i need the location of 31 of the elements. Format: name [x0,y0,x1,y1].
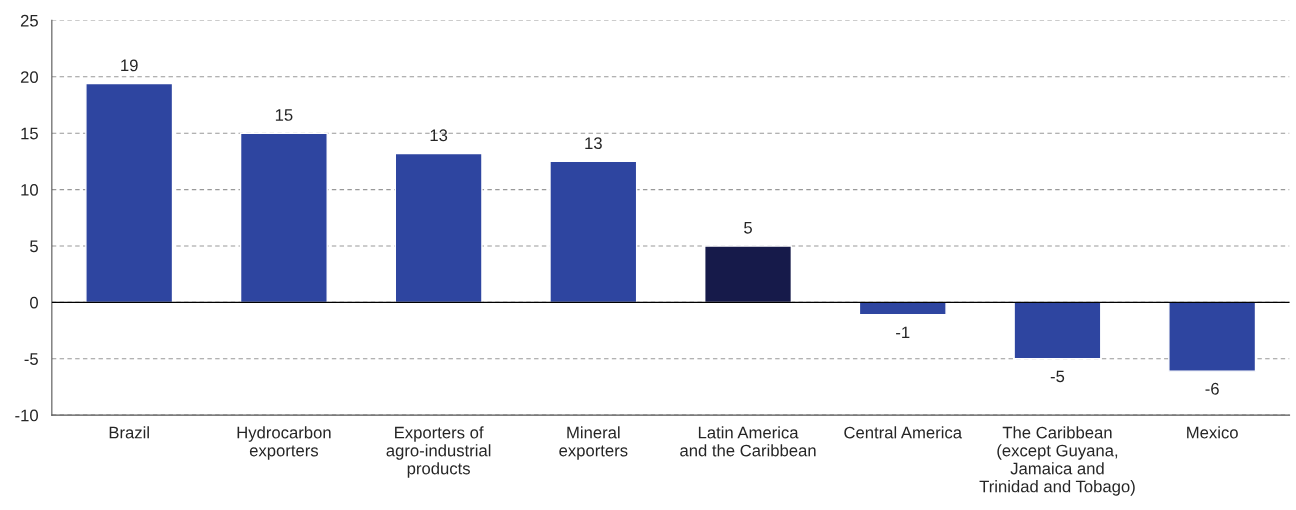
x-tick-label: Mineral exporters [559,426,628,460]
data-label: 13 [585,137,602,150]
y-tick-label: 0 [30,296,38,309]
data-label: 15 [275,109,293,121]
bar [1168,301,1257,372]
x-tick-label: The Caribbean (except Guyana, Jamaica and Trinidad and Tobago) [979,426,1135,496]
bar [85,82,174,304]
x-tick-label: Exporters of agro-industrial products [386,426,491,478]
y-tick-label: 25 [20,14,38,27]
x-tick-label: Latin America and the Caribbean [680,426,816,457]
y-tick-label: 5 [30,240,38,253]
y-tick-label: 15 [21,127,38,140]
y-tick-label: 20 [20,71,38,83]
data-label: -1 [896,326,910,339]
bar [239,132,328,304]
y-tick-label: -10 [15,409,38,422]
bar [1013,301,1102,360]
data-label: -5 [1050,370,1065,383]
bar [549,160,638,304]
x-tick-label: Mexico [1187,426,1238,439]
data-label: 5 [744,222,752,234]
x-tick-label: Central America [844,426,963,439]
x-tick-label: Brazil [109,426,149,439]
data-label: 13 [430,129,448,142]
bar [394,152,483,304]
x-tick-label: Hydrocarbon exporters [237,426,331,460]
bar [704,245,793,304]
y-tick-label: 10 [21,183,38,196]
y-tick-label: -5 [24,353,38,365]
data-label: -6 [1205,382,1219,395]
data-label: 19 [121,59,138,72]
